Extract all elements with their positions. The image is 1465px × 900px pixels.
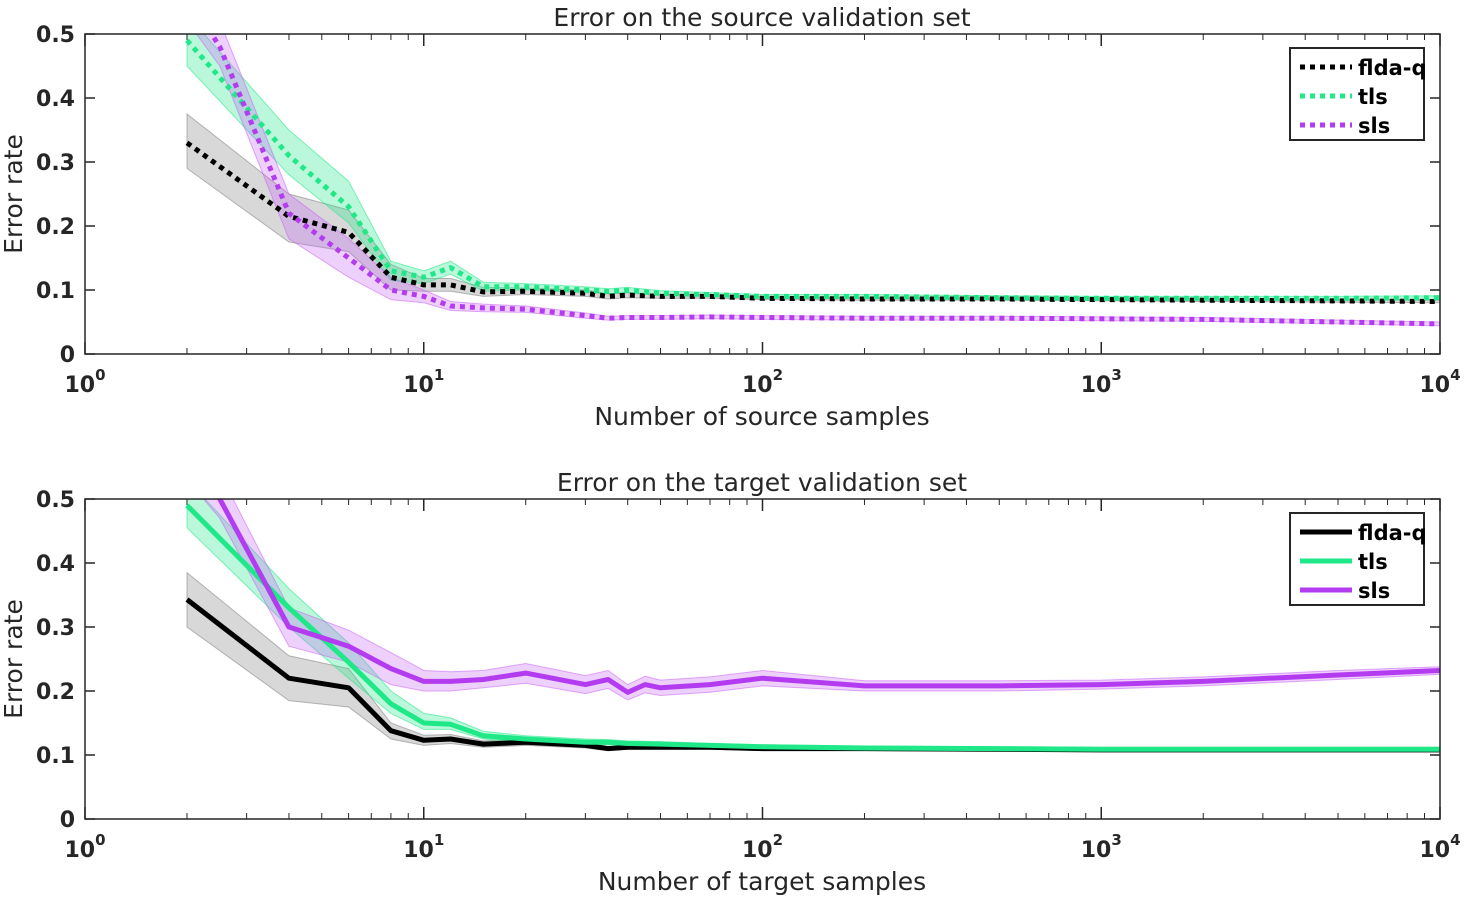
target-chart: Error on the target validation set 00.10… [0,468,1461,896]
confidence-band-tls [186,499,1440,752]
series-line-sls [216,499,1440,695]
y-tick-label: 0.1 [36,279,75,304]
y-tick-label: 0 [60,808,75,833]
x-tick-label: 103 [1081,831,1122,863]
legend-label: flda-q [1358,521,1427,545]
confidence-band-sls [195,34,1440,327]
confidence-band-sls [202,499,1440,701]
series-line-tls [185,38,1440,301]
legend-label: tls [1358,85,1388,109]
legend-label: sls [1358,114,1390,138]
legend: flda-q tls sls [1289,47,1427,141]
y-axis-label: Error rate [0,599,28,719]
x-tick-label: 101 [403,366,444,398]
y-tick-label: 0.3 [36,151,75,176]
legend-label: tls [1358,550,1388,574]
y-tick-label: 0 [60,343,75,368]
plot-background [85,499,1440,819]
legend-label: flda-q [1358,56,1427,80]
y-tick-label: 0.1 [36,744,75,769]
chart-title: Error on the target validation set [557,468,967,497]
plot-area: 0 0.1 0.2 0.3 0.4 0.5 100 101 102 103 104 flda-q tls… [36,23,1461,398]
x-tick-label: 100 [64,831,105,863]
y-tick-label: 0.5 [36,488,75,513]
series-line-tls [185,503,1440,752]
confidence-band-tls [186,34,1440,301]
x-tick-label: 104 [1419,831,1460,863]
legend: flda-q tls sls [1289,512,1427,606]
y-tick-label: 0.2 [36,680,75,705]
y-tick-label: 0.3 [36,616,75,641]
x-tick-label: 103 [1081,366,1122,398]
y-tick-label: 0.4 [36,87,75,112]
y-axis-label: Error rate [0,134,28,254]
series-line-sls [208,34,1440,327]
x-tick-label: 100 [64,366,105,398]
confidence-band-flda-q [186,112,1440,304]
x-tick-label: 101 [403,831,444,863]
legend-label: sls [1358,579,1390,603]
x-tick-label: 102 [742,831,783,863]
chart-title: Error on the source validation set [553,3,970,32]
x-tick-label: 104 [1419,366,1460,398]
plot-area: 0 0.1 0.2 0.3 0.4 0.5 100 101 102 103 104 flda-q tls… [36,488,1461,863]
y-tick-label: 0.4 [36,552,75,577]
x-axis-label: Number of target samples [598,867,926,896]
y-tick-label: 0.5 [36,23,75,48]
y-tick-label: 0.2 [36,215,75,240]
x-tick-label: 102 [742,366,783,398]
source-chart: Error on the source validation set 00.10… [0,3,1461,431]
x-axis-label: Number of source samples [594,402,929,431]
